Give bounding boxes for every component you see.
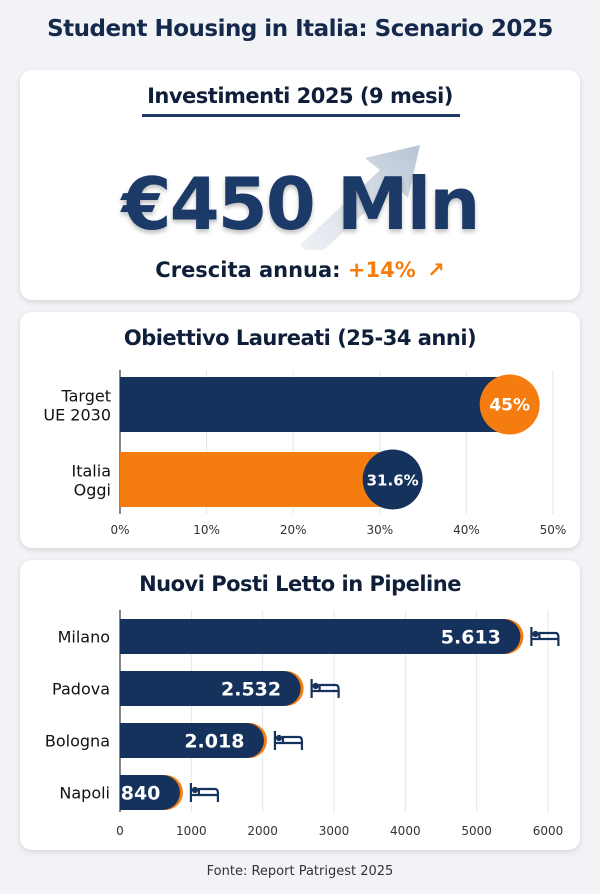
value-badge: [479, 374, 540, 435]
growth-label: Crescita annua:: [155, 258, 341, 282]
data-label: 31.6%: [367, 472, 419, 490]
bar: [120, 671, 301, 706]
bed-icon: [273, 731, 304, 750]
tick-label: 6000: [533, 824, 564, 838]
tick-label: 30%: [366, 523, 393, 537]
data-label: 840: [121, 783, 161, 805]
bar: [120, 775, 180, 810]
category-label: Padova: [52, 680, 110, 699]
bed-icon: [189, 783, 220, 802]
growth-line: Crescita annua: +14% ↗: [20, 258, 580, 282]
tick-label: 20%: [280, 523, 307, 537]
tick-label: 1000: [176, 824, 207, 838]
bar: [120, 452, 394, 507]
bar: [120, 619, 521, 654]
category-label: Bologna: [45, 732, 110, 751]
data-label: 45%: [489, 396, 530, 416]
source-footer: Fonte: Report Patrigest 2025: [206, 864, 394, 879]
tick-label: 3000: [319, 824, 350, 838]
tick-label: 5000: [461, 824, 492, 838]
bar: [120, 723, 264, 758]
bed-icon: [310, 679, 340, 698]
tick-label: 40%: [453, 523, 480, 537]
page-title: Student Housing in Italia: Scenario 2025: [47, 16, 553, 42]
tick-label: 0: [116, 824, 124, 838]
category-label: Milano: [58, 628, 110, 647]
category-label: Target: [61, 387, 112, 406]
trend-arrow-icon: [300, 145, 420, 250]
value-badge: [362, 449, 423, 510]
growth-value: +14%: [347, 258, 416, 282]
category-label: UE 2030: [43, 406, 111, 425]
data-label: 5.613: [441, 627, 501, 649]
beds-chart-title: Nuovi Posti Letto in Pipeline: [139, 572, 461, 596]
data-label: 2.018: [184, 731, 244, 753]
graduates-chart-title: Obiettivo Laureati (25-34 anni): [123, 326, 477, 350]
bar: [120, 377, 510, 432]
tick-label: 2000: [247, 824, 278, 838]
data-label: 2.532: [221, 679, 281, 701]
investment-card: Investimenti 2025 (9 mesi) €450 Mln Cres…: [20, 70, 580, 300]
investment-heading: Investimenti 2025 (9 mesi): [147, 84, 453, 108]
tick-label: 50%: [540, 523, 567, 537]
heading-underline: [142, 114, 460, 117]
tick-label: 10%: [193, 523, 220, 537]
tick-label: 4000: [390, 824, 421, 838]
bed-icon: [530, 627, 560, 646]
arrow-up-right-icon: ↗: [427, 258, 445, 282]
category-label: Napoli: [59, 784, 110, 803]
investment-amount: €450 Mln: [121, 162, 480, 246]
beds-card: Nuovi Posti Letto in Pipeline: [20, 560, 580, 850]
tick-label: 0%: [110, 523, 129, 537]
category-label: Italia: [72, 462, 112, 481]
category-label: Oggi: [74, 481, 111, 500]
